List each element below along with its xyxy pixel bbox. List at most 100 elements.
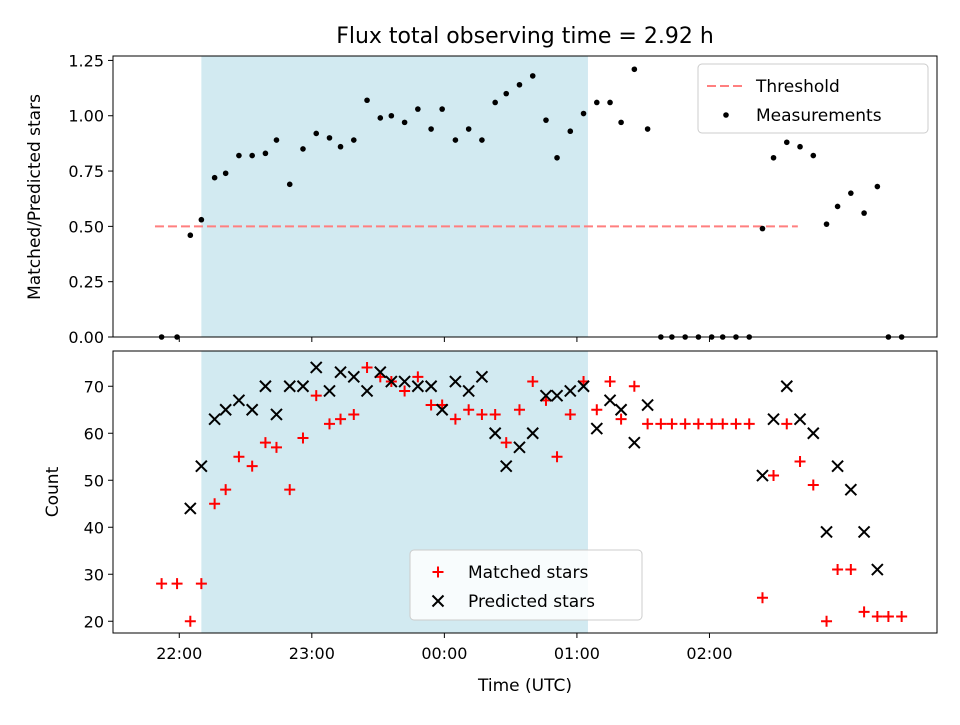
legend-marker-swatch [431,594,445,608]
data-point [236,152,242,159]
data-point [286,181,293,188]
data-point [628,380,640,392]
data-point [807,479,819,491]
data-point [631,66,638,73]
top-panel: 0.00 0.25 0.50 0.75 1.00 1.25 Threshold Measure… [68,51,938,347]
y-tick-label: 0.00 [68,328,104,347]
data-point [882,611,894,623]
y-tick-label: 1.00 [68,107,104,126]
legend-label: Threshold [755,77,840,97]
data-point [679,418,691,430]
data-point [756,592,768,604]
legend-marker-swatch [432,566,444,578]
data-point [374,365,387,379]
data-point [554,154,560,161]
data-point [401,119,408,126]
observing-window-shade [201,56,588,337]
data-point [412,371,424,383]
data-point [590,422,604,435]
data-point [780,380,793,393]
data-point [767,412,780,426]
data-point [284,484,296,496]
data-point [770,154,777,161]
data-point [364,97,370,104]
data-point [452,137,459,143]
legend: Threshold Measurements [697,63,929,134]
legend-label: Measurements [756,106,882,126]
data-point [550,389,564,402]
data-point [756,469,769,482]
data-point [415,106,421,112]
data-point [273,137,280,143]
data-point [871,611,883,623]
data-point [449,375,462,388]
x-tick-label: 22:00 [156,644,202,663]
data-point [874,183,881,190]
data-point [593,99,600,106]
data-point [245,403,259,416]
data-point [797,143,803,150]
data-point [385,375,398,388]
data-point [463,404,475,416]
bottom-y-axis-label: Count [43,466,63,517]
data-point [361,361,373,373]
data-point [171,578,183,590]
data-point [591,404,603,416]
series-1-points [184,361,884,576]
data-point [489,408,501,420]
data-point [323,418,335,430]
data-point [807,427,820,440]
data-point [730,418,742,430]
data-point [262,150,269,157]
data-point [435,403,449,416]
data-point [871,563,884,576]
data-point [848,190,854,196]
data-point [233,451,245,463]
data-point [844,483,858,496]
data-point [655,418,667,430]
data-point [219,403,232,416]
data-point [347,370,361,384]
data-point [334,365,347,379]
legend: Matched stars Predicted stars [409,549,643,621]
data-point [500,437,512,449]
data-point [479,137,485,143]
data-point [513,441,526,454]
data-point [337,143,344,150]
legend-label: Matched stars [468,563,588,583]
data-point [411,380,425,393]
data-point [348,408,360,420]
data-point [270,441,282,453]
data-point [845,564,857,576]
y-tick-label: 70 [84,377,104,396]
data-point [604,376,616,388]
data-point [717,418,729,430]
data-point [642,418,654,430]
y-tick-label: 0.75 [68,162,104,181]
top-y-axis-label: Matched/Predicted stars [25,94,45,300]
data-point [377,115,384,121]
data-point [858,606,870,618]
data-point [618,119,624,126]
data-point [644,126,651,132]
data-point [462,384,475,398]
y-tick-label: 1.25 [68,51,104,70]
data-point [615,413,627,425]
chart-title: Flux total observing time = 2.92 h [336,24,714,49]
data-point [211,174,218,181]
data-point [500,459,513,473]
data-point [759,225,766,232]
legend-box [409,549,643,621]
data-point [577,380,590,393]
data-point [232,394,246,407]
data-point [209,498,221,510]
data-point [335,413,347,425]
legend-marker-swatch [723,112,729,118]
data-point [564,384,577,398]
legend-box [697,63,929,134]
data-point [198,216,205,223]
data-point [476,408,488,420]
data-point [246,460,258,472]
data-point [527,376,539,388]
